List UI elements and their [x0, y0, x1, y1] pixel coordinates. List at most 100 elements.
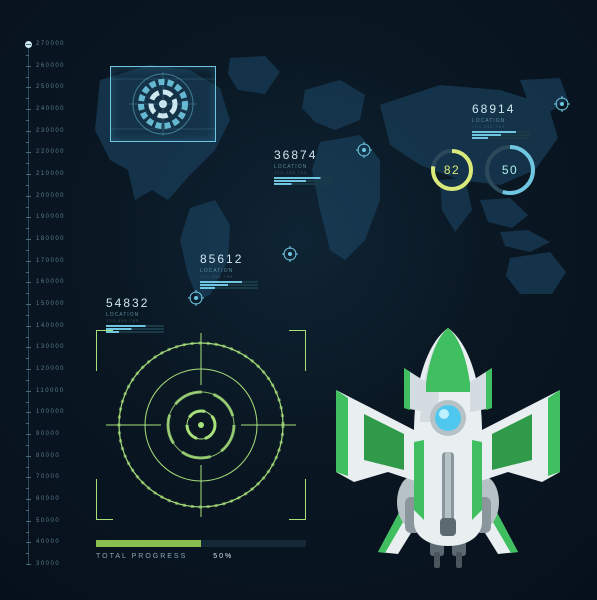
callout-bar	[472, 137, 530, 139]
scale-value: 200000	[36, 193, 65, 199]
scale-minor-tick	[26, 185, 29, 186]
bracket-icon	[289, 330, 306, 371]
scale-value: 70000	[36, 474, 60, 480]
scale-minor-tick	[26, 445, 29, 446]
callout-bar	[274, 183, 332, 185]
scale-value: 220000	[36, 149, 65, 155]
scale-value: 270000	[36, 41, 65, 47]
ring-gauge: 50	[484, 144, 536, 196]
callout-bar	[274, 180, 332, 182]
crosshair-icon	[96, 330, 306, 520]
callout-bar	[274, 177, 332, 179]
scale-tick	[26, 412, 31, 413]
callout-value: 54832	[106, 296, 164, 310]
scale-minor-tick	[26, 120, 29, 121]
scale-value: 100000	[36, 409, 65, 415]
target-icon	[554, 96, 570, 112]
callout-bar	[200, 281, 258, 283]
bracket-icon	[289, 479, 306, 520]
vertical-scale: 270000 260000 250000 240000 230000 220000 2100…	[28, 44, 88, 564]
callout-value: 36874	[274, 148, 332, 162]
scale-tick	[26, 152, 31, 153]
bracket-icon	[96, 330, 113, 371]
scale-value: 140000	[36, 323, 65, 329]
progress-track	[96, 540, 306, 547]
location-callout: 85612 LOCATION 123.456.789	[200, 252, 258, 290]
scale-value: 50000	[36, 518, 60, 524]
spaceship-icon	[328, 322, 568, 582]
scale-minor-tick	[26, 380, 29, 381]
callout-bars	[472, 131, 530, 139]
target-icon	[188, 290, 204, 306]
scale-tick	[26, 326, 31, 327]
scale-value: 160000	[36, 279, 65, 285]
scale-minor-tick	[26, 55, 29, 56]
targeting-reticle: TOTAL PROGRESS 50%	[96, 330, 306, 560]
scale-value: 150000	[36, 301, 65, 307]
scale-minor-tick	[26, 402, 29, 403]
scale-tick	[26, 304, 31, 305]
scale-value: 30000	[36, 561, 60, 567]
scale-minor-tick	[26, 250, 29, 251]
callout-bar	[472, 131, 530, 133]
callout-sub: 123.456.789	[274, 170, 332, 175]
spaceship	[328, 322, 568, 582]
callout-sub: 123.456.789	[200, 274, 258, 279]
scale-value: 210000	[36, 171, 65, 177]
scale-value: 240000	[36, 106, 65, 112]
scale-value: 260000	[36, 63, 65, 69]
scale-tick	[26, 217, 31, 218]
progress-label: TOTAL PROGRESS 50%	[96, 553, 306, 560]
target-icon	[356, 142, 372, 158]
progress-percent: 50%	[213, 553, 233, 560]
callout-bar	[106, 325, 164, 327]
location-callout: 36874 LOCATION 123.456.789	[274, 148, 332, 186]
scale-tick	[26, 239, 31, 240]
scale-minor-tick	[26, 553, 29, 554]
scale-value: 170000	[36, 258, 65, 264]
location-callout: 68914 LOCATION 123.456.789	[472, 102, 530, 140]
radar-panel	[110, 66, 216, 142]
scale-tick	[26, 564, 31, 565]
callout-bar	[200, 284, 258, 286]
scale-value: 250000	[36, 84, 65, 90]
callout-bar	[200, 287, 258, 289]
callout-value: 85612	[200, 252, 258, 266]
scale-value: 230000	[36, 128, 65, 134]
scale-value: 80000	[36, 453, 60, 459]
gauge-value: 82	[430, 163, 474, 177]
scale-minor-tick	[26, 337, 29, 338]
callout-bar	[472, 134, 530, 136]
scale-tick	[26, 261, 31, 262]
callout-sub: 123.456.789	[106, 318, 164, 323]
scale-tick	[26, 282, 31, 283]
scale-minor-tick	[26, 228, 29, 229]
callout-value: 68914	[472, 102, 530, 116]
scale-tick	[26, 174, 31, 175]
scale-minor-tick	[26, 423, 29, 424]
gauge-value: 50	[484, 163, 536, 177]
scale-tick	[26, 44, 31, 45]
scale-minor-tick	[26, 142, 29, 143]
scale-tick	[26, 87, 31, 88]
scale-minor-tick	[26, 293, 29, 294]
hud-stage: 270000 260000 250000 240000 230000 220000 2100…	[0, 0, 597, 600]
scale-minor-tick	[26, 532, 29, 533]
progress-fill	[96, 540, 201, 547]
location-callout: 54832 LOCATION 123.456.789	[106, 296, 164, 334]
scale-value: 130000	[36, 344, 65, 350]
scale-value: 40000	[36, 539, 60, 545]
callout-bars	[200, 281, 258, 289]
scale-tick	[26, 391, 31, 392]
scale-tick	[26, 369, 31, 370]
scale-value: 120000	[36, 366, 65, 372]
scale-minor-tick	[26, 207, 29, 208]
scale-tick	[26, 131, 31, 132]
scale-value: 180000	[36, 236, 65, 242]
scale-tick	[26, 196, 31, 197]
ring-gauge: 82	[430, 148, 474, 192]
scale-value: 190000	[36, 214, 65, 220]
scale-minor-tick	[26, 467, 29, 468]
scale-value: 90000	[36, 431, 60, 437]
scale-value: 60000	[36, 496, 60, 502]
